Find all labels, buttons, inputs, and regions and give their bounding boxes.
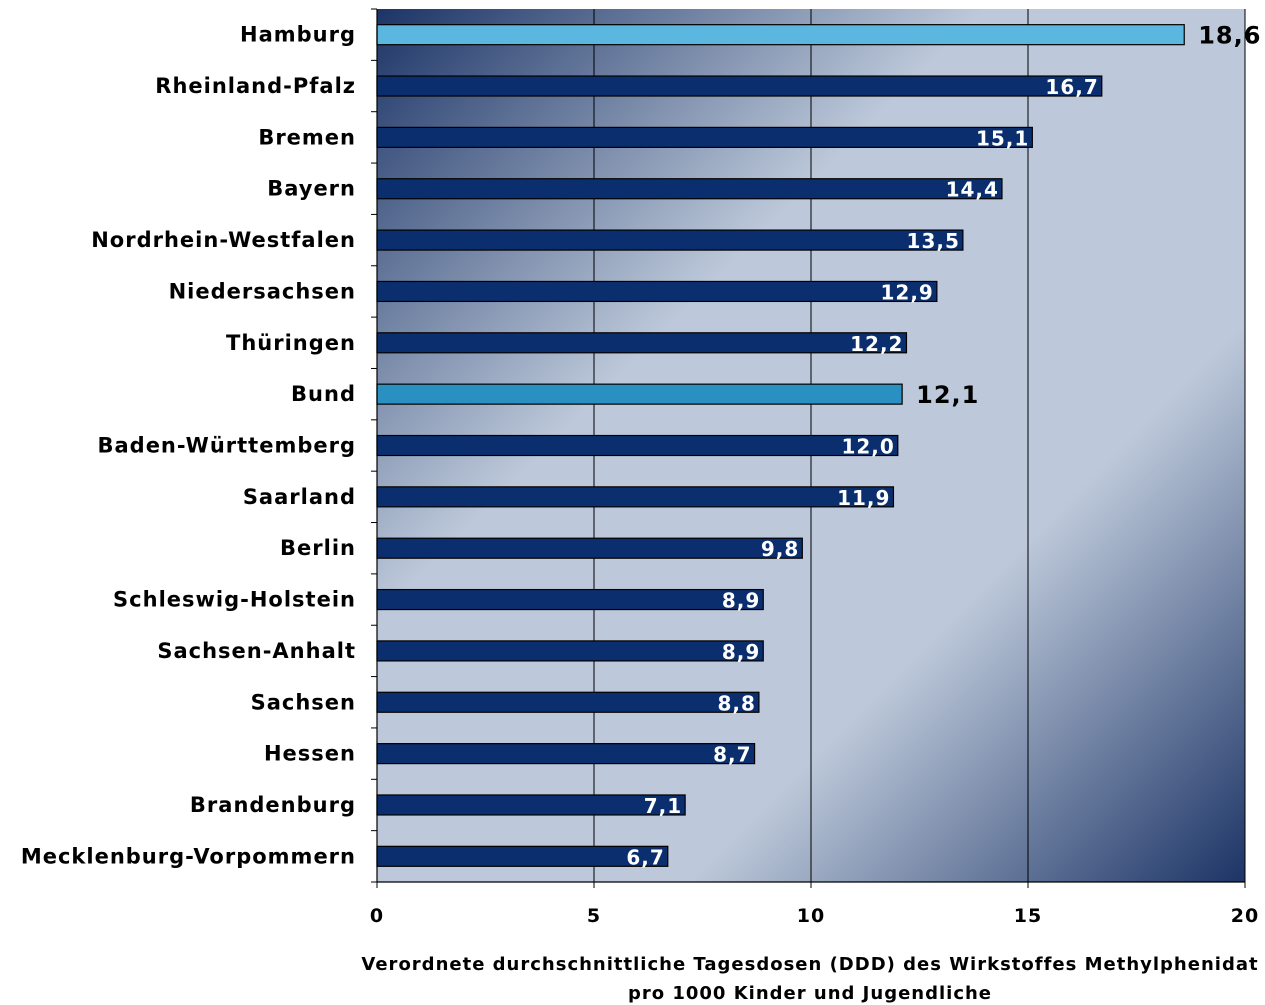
value-label: 8,9 [722, 589, 760, 613]
category-label: Sachsen [251, 690, 356, 714]
value-label: 8,7 [713, 743, 751, 767]
value-label: 9,8 [761, 537, 799, 561]
bar [376, 588, 764, 611]
value-label: 16,7 [1045, 75, 1098, 99]
category-label: Rheinland-Pfalz [155, 74, 356, 98]
category-label: Hamburg [240, 23, 356, 47]
axes: 0 5 10 15 20 [370, 8, 1259, 927]
category-label: Bayern [267, 177, 356, 201]
value-label: 8,8 [717, 691, 755, 715]
category-label: Brandenburg [190, 793, 356, 817]
category-label: Hessen [264, 742, 356, 766]
x-axis-title-line1: Verordnete durchschnittliche Tagesdosen … [361, 954, 1259, 975]
category-label: Berlin [280, 536, 356, 560]
category-label: Bund [291, 382, 356, 406]
value-label: 8,9 [722, 640, 760, 664]
bar [376, 640, 764, 662]
x-tick-label: 20 [1231, 905, 1259, 927]
bar [376, 537, 803, 559]
x-axis-title-line2: pro 1000 Kinder und Jugendliche [627, 983, 993, 1004]
category-label: Niedersachsen [169, 279, 356, 303]
category-label: Saarland [243, 485, 356, 509]
value-label: 14,4 [946, 178, 999, 202]
bar [376, 24, 1185, 46]
value-label: 7,1 [644, 794, 682, 818]
category-label: Baden-Württemberg [97, 434, 356, 458]
category-label: Thüringen [226, 331, 356, 355]
x-tick-label: 5 [587, 905, 601, 927]
x-tick-label: 0 [370, 905, 384, 927]
x-tick-label: 15 [1014, 905, 1042, 927]
category-label: Bremen [258, 125, 356, 149]
bar [376, 332, 908, 354]
value-label: 13,5 [907, 229, 960, 253]
value-label: 12,2 [850, 332, 903, 356]
value-label: 12,9 [881, 280, 934, 304]
bar [376, 178, 1003, 200]
bar [376, 486, 895, 508]
category-label: Sachsen-Anhalt [157, 639, 356, 663]
bar [376, 126, 1033, 148]
value-labels: 18,6 16,7 15,1 14,4 13,5 12,9 12,2 12,1 12,0 11,9… [626, 22, 1261, 870]
bar [376, 794, 686, 816]
value-label: 12,0 [841, 435, 894, 459]
value-label: 12,1 [916, 381, 979, 409]
value-label: 11,9 [837, 486, 890, 510]
value-label: 6,7 [626, 845, 664, 869]
bar [376, 280, 938, 303]
category-label: Schleswig-Holstein [113, 588, 356, 612]
category-label: Mecklenburg-Vorpommern [21, 844, 356, 868]
x-tick-label: 10 [797, 905, 825, 927]
bar [376, 383, 903, 405]
bar [376, 743, 756, 765]
category-label: Nordrhein-Westfalen [91, 228, 356, 252]
bar [376, 845, 669, 867]
bar [376, 229, 964, 251]
value-label: 15,1 [976, 126, 1029, 150]
bar [376, 691, 760, 713]
category-labels: Hamburg Rheinland-Pfalz Bremen Bayern Nordrh… [21, 23, 356, 869]
bars [376, 24, 1185, 867]
bar [376, 75, 1103, 97]
bar [376, 434, 899, 457]
value-label: 18,6 [1198, 22, 1261, 50]
